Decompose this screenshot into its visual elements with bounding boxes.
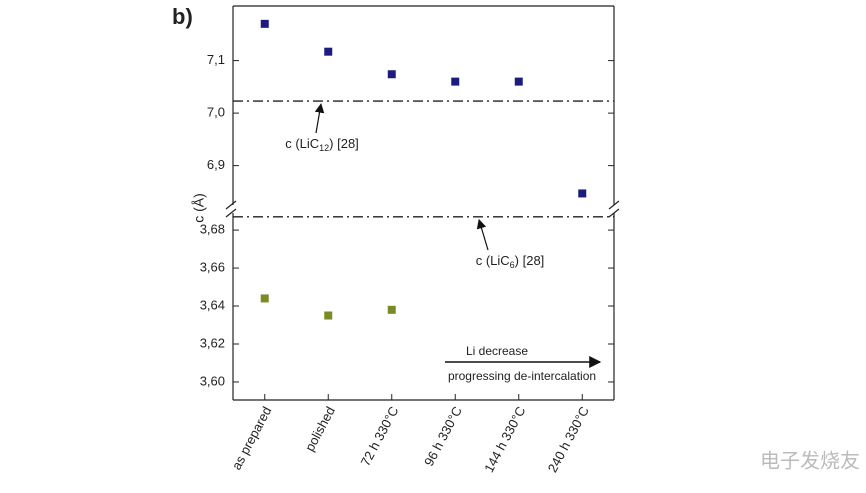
x-tick-label: as prepared [229, 404, 275, 472]
marker [387, 305, 396, 314]
y-tick-label: 7,0 [207, 105, 225, 120]
marker [324, 47, 333, 56]
marker [260, 294, 269, 303]
y-tick-label: 3,60 [200, 373, 225, 388]
annotation-arrow [476, 218, 489, 251]
annotation: c (LiC12) [28] [285, 136, 359, 153]
x-tick-label: polished [302, 404, 338, 454]
y-tick-label: 3,68 [200, 222, 225, 237]
annotation-tail: ) [28] [329, 136, 359, 151]
annotation-arrow [314, 103, 325, 134]
annotation-text: c (LiC [476, 253, 510, 268]
x-tick-label: 72 h 330°C [358, 404, 402, 469]
marker [451, 77, 460, 86]
annotation: c (LiC6) [28] [476, 253, 545, 270]
annotation-tail: ) [28] [515, 253, 545, 268]
annotation-sub: 6 [510, 260, 515, 270]
x-tick-label: 96 h 330°C [421, 404, 465, 469]
x-tick-label: 144 h 330°C [481, 404, 528, 475]
y-axis-label: c (Å) [191, 193, 207, 223]
marker [578, 189, 587, 198]
y-tick-label: 6,9 [207, 157, 225, 172]
y-tick-label: 3,66 [200, 259, 225, 274]
marker [260, 19, 269, 28]
watermark: 电子发烧友 [760, 449, 860, 472]
panel-label: b) [172, 4, 193, 29]
annotation-text: c (LiC [285, 136, 319, 151]
marker [387, 70, 396, 79]
y-tick-label: 3,62 [200, 335, 225, 350]
marker [514, 77, 523, 86]
marker [324, 311, 333, 320]
y-tick-label: 7,1 [207, 52, 225, 67]
arrow-label: Li decrease [466, 344, 528, 358]
arrow-label: progressing de-intercalation [448, 369, 596, 383]
axis-frame [225, 5, 620, 401]
de-intercalation-arrow: Li decrease progressing de-intercalation [445, 344, 602, 383]
x-tick-label: 240 h 330°C [545, 404, 592, 475]
annotation-sub: 12 [319, 143, 329, 153]
y-tick-label: 3,64 [200, 297, 225, 312]
